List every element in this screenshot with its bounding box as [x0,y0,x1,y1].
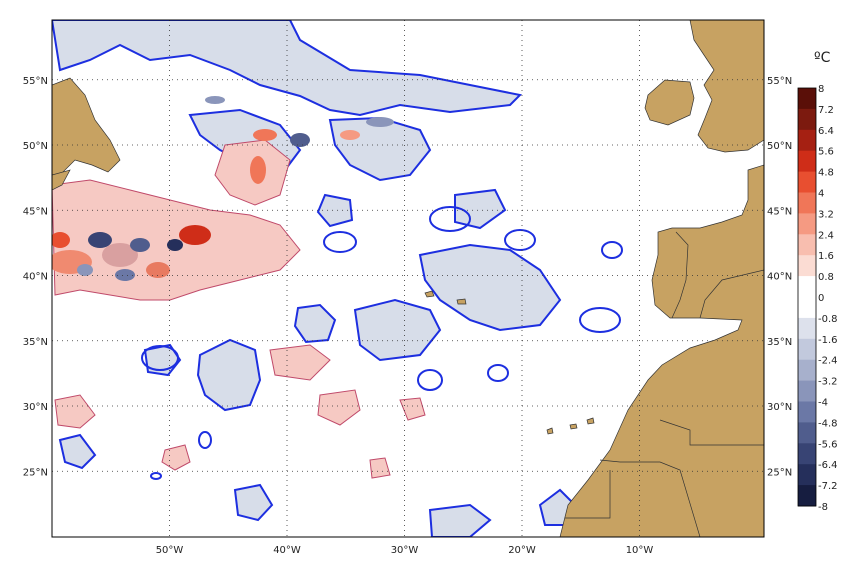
longitude-label: 50°W [156,545,184,556]
colorbar-label: -0.8 [818,314,838,325]
colorbar-label: 3.2 [818,209,834,220]
ireland-landmass [644,79,695,126]
country-borders [565,231,764,537]
latitude-label: 55°N [767,76,792,87]
colorbar-segment [798,317,816,340]
latitude-labels-right: 55°N 50°N 45°N 40°N 35°N 30°N 25°N [767,76,792,479]
colorbar-segment [798,129,816,152]
colorbar-label: -4.8 [818,418,838,429]
colorbar-segment [798,108,816,131]
latitude-label: 30°N [23,402,48,413]
colorbar-segment [798,297,816,319]
gulf-stream-eddies [52,96,394,281]
colorbar-segment [798,213,816,235]
colorbar-border [797,87,817,507]
longitude-label: 10°W [626,545,654,556]
latitude-label: 35°N [767,337,792,348]
latitude-label: 35°N [23,337,48,348]
longitude-label: 40°W [273,545,301,556]
colorbar-label: 0 [818,293,824,304]
colorbar-label: 1.6 [818,251,834,262]
colorbar-segment [798,422,816,444]
colorbar-segment [798,192,816,214]
colorbar-label: 0.8 [818,272,834,283]
latitude-label: 50°N [23,141,48,152]
colorbar-label: -6.4 [818,460,838,471]
colorbar-label: 5.6 [818,147,834,158]
colorbar-label: -1.6 [818,335,838,346]
colorbar-label: -3.2 [818,377,838,388]
colorbar-label: 4 [818,189,824,200]
latitude-label: 25°N [767,467,792,478]
map-frame [51,19,765,538]
colorbar-unit-label: ºC [814,50,831,66]
colorbar-segment [798,359,816,382]
latitude-label: 40°N [767,272,792,283]
colorbar-label: -4 [818,398,828,409]
colorbar-segment [798,171,816,193]
colorbar: 8 7.2 6.4 5.6 4.8 4 3.2 2.4 1.6 0.8 0 -0.8 -1.6 -2.4 -… [797,84,838,513]
contour-lines [141,206,623,480]
colorbar-label: -2.4 [818,356,838,367]
colorbar-segment [798,380,816,402]
latitude-labels-left: 55°N 50°N 45°N 40°N 35°N 30°N 25°N [23,76,48,479]
colorbar-segment [798,464,816,486]
colorbar-label: -7.2 [818,481,838,492]
longitude-label: 20°W [508,545,536,556]
colorbar-label: 7.2 [818,105,834,116]
latitude-label: 45°N [23,206,48,217]
latitude-label: 55°N [23,76,48,87]
colorbar-segment [798,150,816,173]
colorbar-label: 6.4 [818,126,834,137]
latitude-label: 45°N [767,206,792,217]
longitude-label: 30°W [391,545,419,556]
land-masses [52,20,764,537]
colorbar-segment [798,255,816,277]
iberia-africa-landmass [559,164,764,537]
colorbar-segment [798,485,816,507]
colorbar-segment [798,234,816,256]
latitude-label: 30°N [767,402,792,413]
latitude-label: 25°N [23,467,48,478]
colorbar-segment [798,401,816,423]
colorbar-segment [798,88,816,110]
colorbar-label: 2.4 [818,230,834,241]
colorbar-label: -5.6 [818,439,838,450]
longitude-labels: 50°W 40°W 30°W 20°W 10°W [156,545,654,556]
colorbar-segment [798,276,816,298]
great-britain-landmass [689,20,764,153]
latitude-label: 40°N [23,272,48,283]
latitude-label: 50°N [767,141,792,152]
colorbar-label: 8 [818,84,824,95]
graticule [52,20,764,537]
colorbar-segment [798,338,816,361]
colorbar-label: -8 [818,502,828,513]
colorbar-segment [798,443,816,465]
colorbar-label: 4.8 [818,168,834,179]
